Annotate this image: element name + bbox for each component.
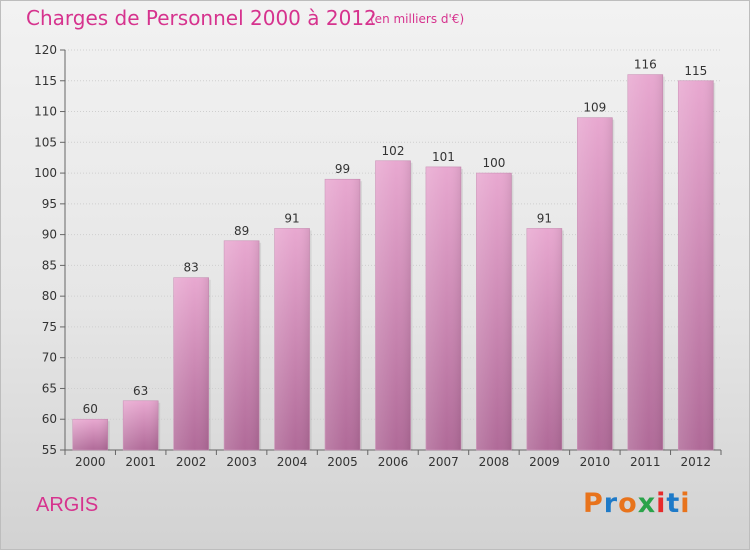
proxiti-logo: Proxiti xyxy=(583,488,691,519)
data-labels: 60 63 83 89 91 99 102 101 100 91 109 116 115 xyxy=(83,58,708,417)
data-label: 83 xyxy=(184,261,199,275)
logo-letter: o xyxy=(618,488,638,519)
x-tick-label: 2001 xyxy=(125,455,156,469)
y-tick-label: 100 xyxy=(34,166,57,180)
place-name: ARGIS xyxy=(36,494,99,516)
y-tick-label: 70 xyxy=(42,351,57,365)
y-tick-label: 90 xyxy=(42,228,57,242)
data-label: 116 xyxy=(634,58,657,72)
x-tick-label: 2009 xyxy=(529,455,560,469)
x-tick-label: 2007 xyxy=(428,455,459,469)
y-tick-label: 55 xyxy=(42,443,57,457)
y-tick-label: 115 xyxy=(34,74,57,88)
data-label: 91 xyxy=(537,211,552,225)
bar-sheen xyxy=(476,173,512,451)
data-label: 109 xyxy=(583,101,606,115)
data-label: 91 xyxy=(284,211,299,225)
data-label: 63 xyxy=(133,384,148,398)
bar-sheen xyxy=(325,179,361,450)
y-tick-label: 80 xyxy=(42,289,57,303)
y-tick-label: 65 xyxy=(42,381,57,395)
y-tick-label: 60 xyxy=(42,412,57,426)
bar-sheen xyxy=(526,228,562,450)
logo-letter: t xyxy=(666,488,681,519)
data-label: 89 xyxy=(234,224,249,238)
x-tick-label: 2004 xyxy=(277,455,308,469)
x-tick-labels: 2000 2001 2002 2003 2004 2005 2006 2007 2008 2009… xyxy=(64,450,722,469)
x-tick-label: 2011 xyxy=(630,455,661,469)
bar-sheen xyxy=(577,117,613,450)
chart-title: Charges de Personnel 2000 à 2012 xyxy=(26,6,377,30)
bar-sheen xyxy=(425,166,461,450)
bar-sheen xyxy=(72,419,108,450)
bars xyxy=(72,74,716,451)
logo-letter: x xyxy=(637,488,657,519)
bar-sheen xyxy=(274,228,310,450)
data-label: 101 xyxy=(432,150,455,164)
data-label: 100 xyxy=(482,156,505,170)
bar-sheen xyxy=(123,400,159,450)
x-tick-label: 2003 xyxy=(226,455,257,469)
y-tick-label: 110 xyxy=(34,105,57,119)
logo-letter: i xyxy=(680,488,691,519)
logo-letter: P xyxy=(583,488,604,519)
y-tick-label: 75 xyxy=(42,320,57,334)
y-tick-label: 95 xyxy=(42,197,57,211)
x-tick-label: 2006 xyxy=(378,455,409,469)
x-tick-label: 2002 xyxy=(176,455,207,469)
bar-sheen xyxy=(678,80,714,451)
bar-sheen xyxy=(224,240,260,450)
x-tick-label: 2000 xyxy=(75,455,106,469)
data-label: 115 xyxy=(684,64,707,78)
y-tick-label: 105 xyxy=(34,135,57,149)
bar-sheen xyxy=(627,74,663,450)
logo-letter: i xyxy=(656,488,667,519)
y-tick-labels: 55 60 65 70 75 80 85 90 95 100 105 110 115 120 xyxy=(34,43,65,457)
logo-letter: r xyxy=(603,488,619,519)
data-label: 60 xyxy=(83,402,98,416)
data-label: 99 xyxy=(335,162,350,176)
x-tick-label: 2005 xyxy=(327,455,358,469)
data-label: 102 xyxy=(382,144,405,158)
chart-subtitle: (en milliers d'€) xyxy=(370,12,465,26)
x-tick-label: 2012 xyxy=(680,455,711,469)
x-tick-label: 2008 xyxy=(479,455,510,469)
bar-sheen xyxy=(173,277,209,450)
y-tick-label: 120 xyxy=(34,43,57,57)
x-tick-label: 2010 xyxy=(580,455,611,469)
y-tick-label: 85 xyxy=(42,258,57,272)
bar-sheen xyxy=(375,160,411,450)
